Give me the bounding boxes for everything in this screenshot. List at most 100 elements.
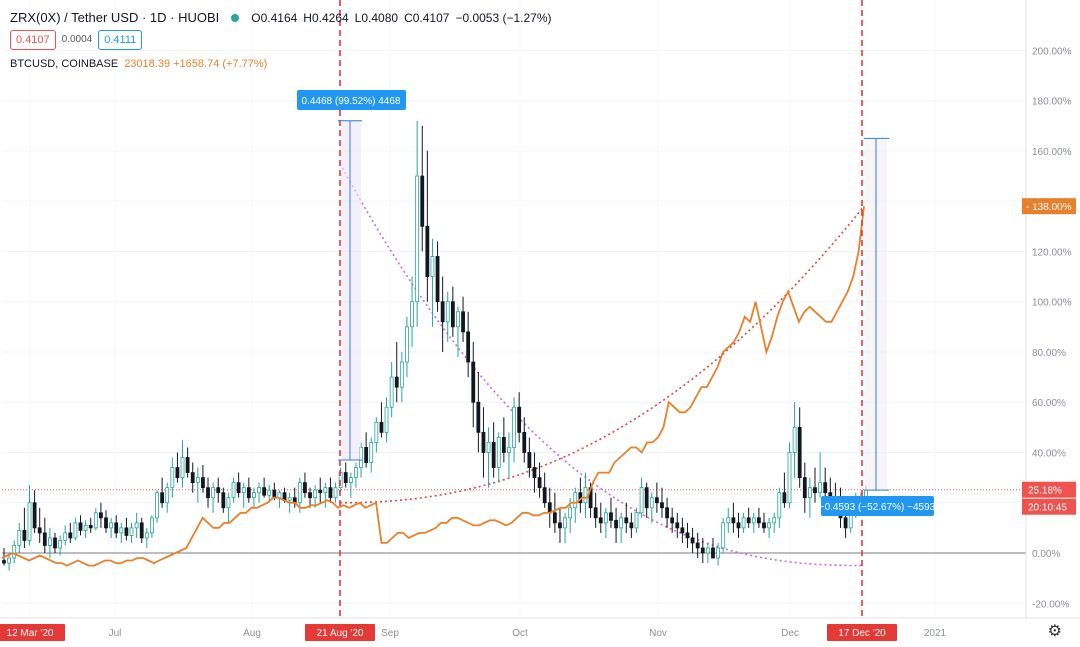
candle-body bbox=[42, 532, 47, 546]
symbol-title[interactable]: ZRX(0X) / Tether USD · 1D · HUOBI bbox=[10, 10, 220, 25]
candle-body bbox=[369, 442, 374, 463]
candle-body bbox=[150, 517, 154, 534]
candle-body bbox=[634, 512, 639, 529]
candle-body bbox=[267, 489, 272, 496]
candle-body bbox=[287, 497, 292, 501]
candle-body bbox=[649, 497, 654, 509]
candle-body bbox=[456, 311, 460, 328]
candle-body bbox=[175, 467, 180, 479]
x-date-badge bbox=[0, 624, 65, 641]
last-value-labels: - 138.00% 25.18% 20:10:45 bbox=[1022, 198, 1076, 515]
candle-body bbox=[654, 497, 659, 504]
candle-body bbox=[206, 487, 210, 499]
candle-body bbox=[807, 487, 812, 499]
candle-body bbox=[772, 517, 777, 524]
candle-body bbox=[405, 326, 409, 363]
candle-body bbox=[583, 487, 588, 504]
measure-label-box bbox=[821, 496, 934, 516]
candle-body bbox=[364, 447, 369, 463]
chart-grid bbox=[2, 0, 1026, 618]
candle-body bbox=[7, 557, 12, 564]
ohlc-close-key: C bbox=[404, 11, 413, 25]
candle-body bbox=[476, 401, 481, 433]
compare-symbol[interactable]: BTCUSD, COINBASE bbox=[10, 58, 119, 70]
candle-body bbox=[445, 301, 450, 323]
candle-body bbox=[119, 527, 124, 534]
candle-body bbox=[32, 502, 37, 529]
sell-price-button[interactable]: 0.4107 bbox=[10, 30, 56, 50]
candle-body bbox=[379, 421, 384, 433]
x-tick-label: Aug bbox=[243, 628, 261, 639]
candle-body bbox=[542, 487, 547, 504]
buy-price-button[interactable]: 0.4111 bbox=[98, 30, 143, 50]
candle-body bbox=[751, 517, 756, 524]
candle-body bbox=[716, 547, 720, 559]
candle-body bbox=[746, 517, 751, 524]
candle-body bbox=[83, 524, 88, 531]
candle-body bbox=[236, 482, 241, 494]
candle-body bbox=[394, 376, 399, 388]
candle-body bbox=[501, 437, 506, 453]
candle-body bbox=[114, 522, 119, 534]
candle-body bbox=[160, 492, 165, 504]
candle-body bbox=[517, 406, 522, 433]
btc-series-line bbox=[1, 206, 865, 567]
candle-body bbox=[165, 487, 170, 504]
candle-body bbox=[124, 527, 129, 536]
candle-body bbox=[195, 477, 200, 484]
candle-body bbox=[507, 447, 511, 453]
candle-body bbox=[134, 522, 139, 529]
candle-body bbox=[216, 487, 221, 494]
y-tick-label: -20.00% bbox=[1032, 599, 1069, 610]
candle-body bbox=[797, 426, 802, 479]
candle-body bbox=[308, 492, 312, 499]
y-tick-label: 100.00% bbox=[1032, 298, 1072, 309]
candle-body bbox=[731, 517, 736, 524]
candle-body bbox=[721, 522, 726, 549]
ohlc-low-value: 0.4080 bbox=[361, 11, 399, 25]
x-tick-label: 17 Dec '20 bbox=[838, 628, 886, 639]
candle-body bbox=[257, 487, 261, 494]
candle-body bbox=[818, 482, 822, 494]
candle-body bbox=[762, 522, 766, 529]
candle-body bbox=[73, 522, 78, 539]
candle-body bbox=[399, 361, 404, 388]
x-tick-label: Nov bbox=[649, 628, 667, 639]
candle-body bbox=[767, 522, 771, 529]
candle-body bbox=[109, 522, 114, 529]
candle-body bbox=[68, 532, 73, 539]
countdown-label: 20:10:45 bbox=[1028, 503, 1067, 514]
candle-body bbox=[700, 547, 705, 554]
candle-body bbox=[425, 225, 430, 277]
candle-body bbox=[129, 527, 134, 536]
candle-body bbox=[180, 457, 185, 479]
measure-label-box bbox=[297, 90, 406, 110]
candle-body bbox=[614, 519, 618, 529]
candle-body bbox=[170, 467, 175, 489]
zrx-candles bbox=[2, 120, 868, 571]
candle-body bbox=[787, 452, 792, 504]
ohlc-close-value: 0.4107 bbox=[412, 11, 450, 25]
candle-body bbox=[736, 522, 741, 529]
candle-body bbox=[37, 527, 42, 534]
x-axis: 12 Mar '20 Jul Aug 21 Aug '20 Sep Oct Nov Dec 17… bbox=[0, 617, 1080, 641]
candle-body bbox=[185, 457, 190, 473]
candle-body bbox=[695, 542, 700, 549]
x-tick-label: Oct bbox=[512, 628, 528, 639]
candle-body bbox=[792, 426, 797, 453]
ohlc-open-value: 0.4164 bbox=[260, 11, 298, 25]
candle-body bbox=[272, 489, 277, 499]
measure-range bbox=[341, 120, 361, 461]
candle-body bbox=[2, 560, 6, 564]
candle-body bbox=[313, 489, 318, 499]
candle-body bbox=[660, 502, 664, 509]
x-tick-label: 2021 bbox=[924, 628, 947, 639]
candle-body bbox=[99, 512, 103, 519]
gear-icon[interactable]: ⚙ bbox=[1047, 623, 1062, 640]
y-tick-label: 180.00% bbox=[1032, 97, 1072, 108]
candle-body bbox=[813, 487, 817, 494]
candle-body bbox=[491, 442, 496, 468]
candle-body bbox=[711, 547, 715, 559]
candle-body bbox=[58, 540, 63, 549]
